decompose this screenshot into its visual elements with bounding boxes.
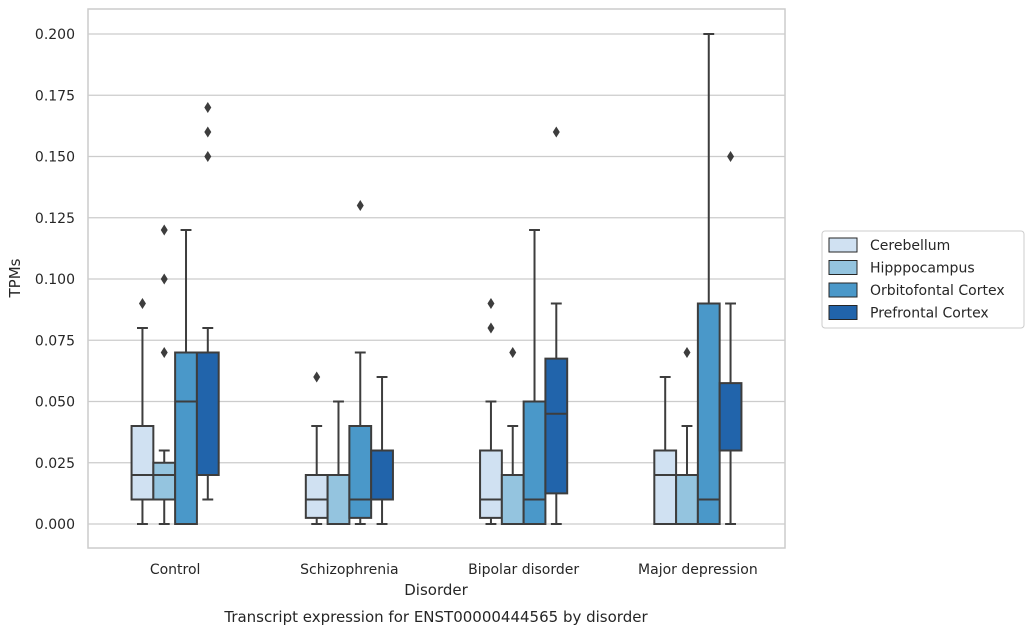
outlier-point [727,151,735,162]
legend-label: Hipppocampus [870,261,975,277]
chart-title: Transcript expression for ENST0000044456… [223,608,648,626]
outlier-point [204,126,212,138]
box-prefrontal-cortex [370,376,394,525]
box-body [304,474,329,519]
box-hipppocampus [326,400,351,525]
outlier-point [487,298,495,309]
x-tick-label: Bipolar disorder [468,562,579,578]
box-body [675,474,699,525]
legend: Cerebellum Hipppocampus Orbitofontal Corte… [821,230,1025,329]
outlier-point [683,347,691,358]
y-tick-labels: 0.000 0.025 0.050 0.075 0.100 0.125 0.150 0.175… [35,27,75,533]
box-body [326,474,351,525]
outlier-point [160,347,168,358]
outlier-point [204,102,212,113]
x-tick-labels: Control Schizophrenia Bipolar disorder Majo… [150,562,758,578]
box-body [195,351,220,476]
box-orbitofontal-cortex [696,33,721,525]
box-hipppocampus [500,347,525,525]
box-body [500,474,525,525]
legend-label: Prefrontal Cortex [870,306,989,322]
box-cerebellum [304,371,329,525]
y-tick-label: 0.075 [35,333,75,349]
box-body [152,461,177,501]
y-tick-label: 0.050 [35,395,75,411]
y-axis-title: TPMs [6,258,24,298]
outlier-point [356,200,364,211]
box-body [544,357,569,495]
box-body [174,351,198,525]
outlier-point [313,371,321,383]
box-groups [130,33,743,525]
outlier-point [204,151,212,162]
box-body [696,302,721,525]
y-tick-label: 0.100 [35,272,75,288]
box-orbitofontal-cortex [522,229,547,525]
box-body [653,449,678,525]
x-axis-title: Disorder [404,581,468,599]
y-tick-label: 0.175 [35,88,75,104]
box-body [718,382,743,452]
plot-frame [87,8,786,549]
y-tick-label: 0.000 [35,517,75,533]
legend-label: Orbitofontal Cortex [870,283,1005,299]
legend-swatch [828,282,858,298]
y-tick-label: 0.125 [35,211,75,227]
box-body [522,400,547,525]
legend-swatch [828,305,858,320]
box-body [348,425,373,519]
box-cerebellum [653,376,678,525]
box-orbitofontal-cortex [348,200,373,525]
outlier-point [552,126,560,138]
box-body [479,449,503,519]
box-body [130,425,155,501]
y-tick-label: 0.150 [35,150,75,166]
x-tick-label: Schizophrenia [300,562,398,578]
x-tick-label: Major depression [638,562,758,578]
outlier-point [160,273,168,285]
y-tick-label: 0.200 [35,27,75,43]
outlier-point [487,322,495,334]
legend-label: Cerebellum [870,238,950,254]
legend-swatch [828,237,858,253]
box-hipppocampus [152,224,177,525]
box-prefrontal-cortex [718,151,743,525]
x-tick-label: Control [150,562,201,578]
legend-frame [821,230,1025,329]
box-prefrontal-cortex [195,102,220,501]
legend-swatch [828,260,858,275]
box-prefrontal-cortex [544,126,569,525]
outlier-point [138,298,146,309]
box-body [370,449,394,501]
outlier-point [509,347,517,358]
outlier-point [160,224,168,236]
box-orbitofontal-cortex [174,229,198,525]
box-cerebellum [479,298,503,525]
y-tick-label: 0.025 [35,456,75,472]
